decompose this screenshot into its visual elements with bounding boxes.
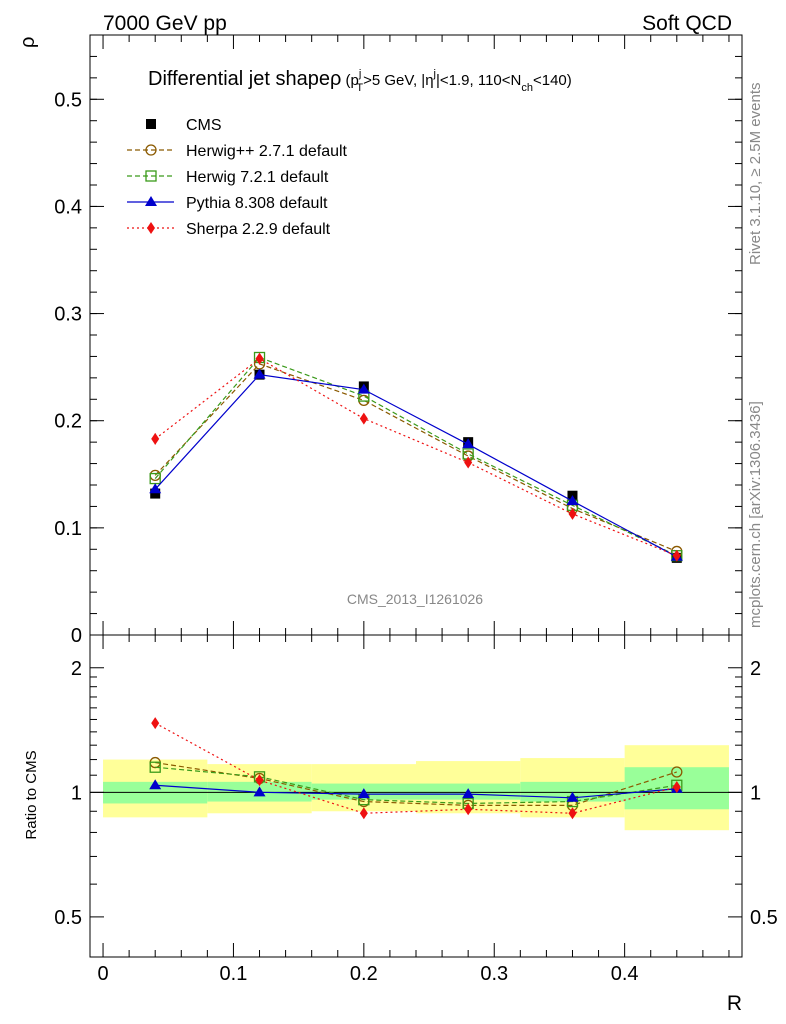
ratio-data-point: [149, 779, 162, 790]
legend-marker: [146, 119, 156, 129]
ratio-data-point: [568, 807, 577, 820]
main-data-point: [150, 488, 161, 499]
legend-label: Pythia 8.308 default: [186, 195, 328, 212]
main-data-point: [464, 456, 473, 469]
ratio-tick-label: 2: [71, 658, 82, 680]
x-tick-label: 0.3: [480, 963, 508, 985]
ratio-panel: 0.5 0.5 1 1 2 2 0 0.1 0.2 0.3 0.4 Ratio to CMS R: [23, 634, 778, 1015]
y-tick-label: 0.3: [54, 304, 82, 326]
main-series-line-4: [154, 357, 678, 557]
legend-marker: [147, 222, 155, 234]
ratio-data-point: [464, 803, 473, 816]
ratio-data-point: [566, 791, 579, 802]
main-data-point: [568, 507, 577, 520]
ratio-series-line-2: [155, 784, 677, 799]
main-series-line-3: [154, 374, 678, 558]
legend-marker: [145, 196, 157, 206]
y-tick-label: 0.2: [54, 411, 82, 433]
main-plot-area: [149, 351, 683, 563]
main-data-point: [462, 438, 475, 449]
main-panel: 0 0.1 0.2 0.3 0.4 0.5 ρ CMS_2013_I1261026 Dif…: [17, 34, 743, 647]
legend-marker: [145, 144, 157, 156]
ratio-tick-label: 1: [71, 782, 82, 804]
ratio-series-line-0: [155, 761, 677, 806]
y-tick-label: 0.4: [54, 196, 82, 218]
chart-title: Differential jet shapeρ (pj T>5 GeV, |ηj|…: [148, 68, 572, 94]
main-data-point: [253, 368, 266, 379]
main-data-point: [358, 394, 370, 407]
ratio-data-point: [255, 774, 264, 787]
x-tick-label: 0.2: [350, 963, 378, 985]
ratio-data-point: [672, 781, 681, 794]
ratio-plot-area: [90, 717, 742, 831]
y-tick-label: 0: [71, 625, 82, 647]
x-tick-label: 0.4: [611, 963, 639, 985]
ratio-data-point: [151, 717, 160, 730]
main-data-point: [357, 383, 370, 394]
main-data-point: [255, 352, 264, 365]
x-tick-label: 0.1: [220, 963, 248, 985]
main-data-point: [672, 549, 681, 562]
header-right: Soft QCD: [642, 12, 732, 35]
y-tick-label: 0.1: [54, 518, 82, 540]
ratio-y-ticks: 0.5 0.5 1 1 2 2: [54, 658, 778, 929]
analysis-watermark: CMS_2013_I1261026: [347, 591, 483, 607]
main-data-point: [149, 483, 162, 494]
legend: CMS Herwig++ 2.7.1 default Herwig 7.2.1 de…: [127, 117, 348, 238]
ratio-data-point: [253, 786, 266, 797]
ratio-data-point: [462, 788, 475, 799]
ratio-series-line-3: [154, 722, 677, 814]
main-data-point: [151, 432, 160, 445]
main-data-point: [359, 412, 368, 425]
header-left: 7000 GeV pp: [103, 12, 227, 35]
ratio-tick-label-right: 0.5: [750, 907, 778, 929]
ratio-tick-label: 0.5: [54, 907, 82, 929]
y-tick-label: 0.5: [54, 89, 82, 111]
ratio-data-point: [149, 761, 161, 773]
ratio-data-point: [671, 766, 683, 778]
ratio-y-axis-label: Ratio to CMS: [23, 750, 40, 839]
rivet-version-label: Rivet 3.1.10, ≥ 2.5M events: [747, 83, 764, 266]
x-axis-ticks: 0 0.1 0.2 0.3 0.4: [97, 635, 730, 985]
x-axis-label: R: [727, 992, 742, 1015]
main-y-ticks: 0 0.1 0.2 0.3 0.4 0.5: [54, 35, 742, 647]
mcplots-label: mcplots.cern.ch [arXiv:1306.3436]: [747, 401, 764, 628]
main-series-line-2: [154, 356, 678, 557]
x-tick-label: 0: [97, 963, 108, 985]
legend-label: CMS: [186, 117, 222, 134]
main-y-axis-label: ρ: [17, 37, 39, 48]
legend-label: Sherpa 2.2.9 default: [186, 221, 331, 238]
legend-marker: [145, 170, 157, 182]
main-data-point: [566, 495, 579, 506]
ratio-tick-label-right: 2: [750, 658, 761, 680]
ratio-tick-label-right: 1: [750, 782, 761, 804]
legend-label: Herwig++ 2.7.1 default: [186, 143, 348, 160]
legend-label: Herwig 7.2.1 default: [186, 169, 329, 186]
ratio-data-point: [357, 788, 370, 799]
main-series-line-1: [154, 363, 678, 552]
ratio-data-point: [359, 807, 368, 820]
